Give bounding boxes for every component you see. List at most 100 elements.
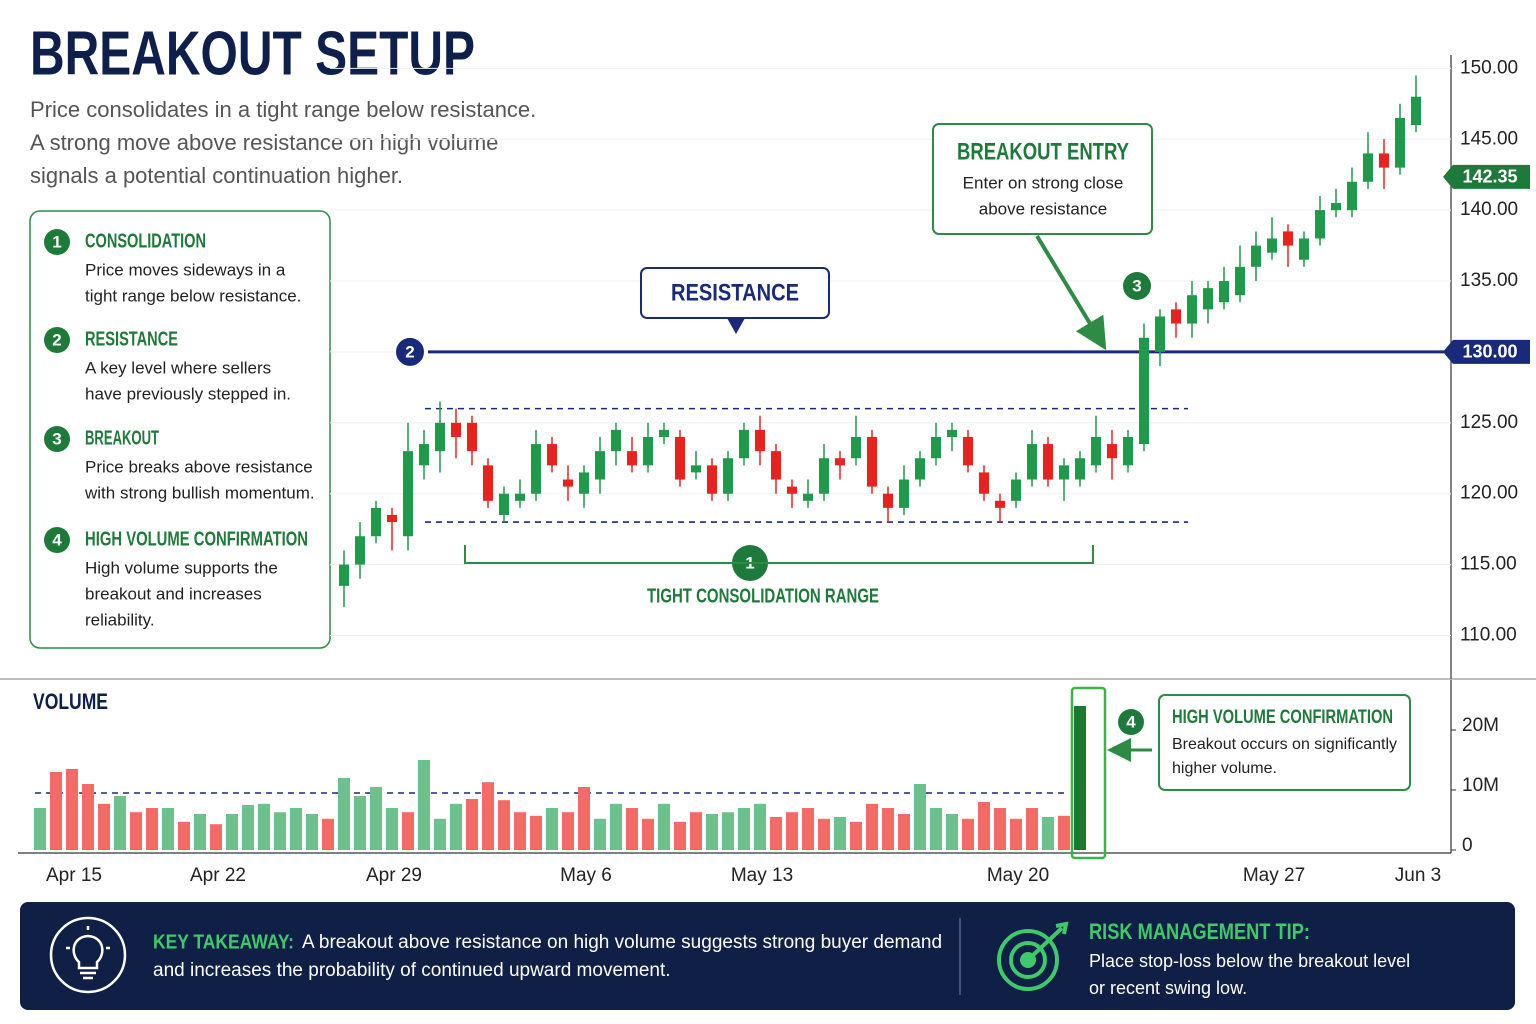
candle-body: [803, 493, 813, 501]
volume-bar: [306, 814, 318, 850]
candle-body: [1059, 465, 1069, 480]
candle-body: [1379, 153, 1389, 168]
volume-bar: [578, 787, 590, 850]
subtitle: signals a potential continuation higher.: [30, 163, 403, 188]
tip-text: or recent swing low.: [1089, 978, 1247, 998]
volume-bar: [258, 803, 270, 850]
candle-body: [899, 479, 909, 508]
candle-body: [931, 436, 941, 459]
volume-bar: [322, 818, 334, 850]
step-text: High volume supports the: [85, 558, 278, 577]
step-text: tight range below resistance.: [85, 286, 301, 305]
candle-body: [387, 514, 397, 523]
step-badge: [44, 327, 70, 353]
candle-body: [355, 536, 365, 565]
volume-bar: [770, 817, 782, 850]
step-badge: [44, 426, 70, 452]
candle-body: [675, 436, 685, 480]
candle-body: [1187, 295, 1197, 324]
volume-bar: [562, 812, 574, 850]
bulb-icon: [49, 916, 127, 994]
x-tick-label: Jun 3: [1395, 865, 1441, 886]
volume-bar: [466, 799, 478, 850]
candle-body: [483, 465, 493, 501]
candle-body: [755, 429, 765, 452]
candle-body: [1027, 444, 1037, 480]
candle-body: [819, 458, 829, 494]
step-text: A key level where sellers: [85, 358, 271, 377]
volume-bar: [946, 814, 958, 850]
volume-highlight: [1070, 686, 1107, 860]
breakout-text: Enter on strong close: [963, 173, 1124, 192]
candle-body: [419, 444, 429, 466]
volume-bar: [610, 803, 622, 850]
x-tick-label: Apr 29: [366, 865, 422, 886]
volume-bar: [66, 769, 78, 850]
step-badge-number: 3: [1132, 276, 1141, 295]
volume-bar: [162, 808, 174, 850]
volume-bar: [50, 772, 62, 850]
candle-body: [643, 436, 653, 466]
volume-bar: [690, 812, 702, 850]
title: BREAKOUT SETUP: [30, 19, 475, 88]
volume-bar: [370, 787, 382, 850]
x-tick-label: May 27: [1243, 865, 1305, 886]
volume-callout: [1158, 694, 1411, 791]
breakout-text: above resistance: [979, 199, 1108, 218]
candle-body: [963, 436, 973, 466]
candle-body: [1155, 316, 1165, 352]
step-text: have previously stepped in.: [85, 384, 291, 403]
volume-bar: [1058, 815, 1070, 850]
candle-body: [1395, 117, 1405, 168]
tip-text: Place stop-loss below the breakout level: [1089, 951, 1410, 971]
candle-body: [595, 451, 605, 480]
step-text: with strong bullish momentum.: [84, 483, 315, 502]
volume-bar: [674, 821, 686, 850]
step-text: Price moves sideways in a: [85, 260, 286, 279]
volume-bar: [818, 818, 830, 850]
candle-body: [435, 422, 445, 452]
candle-body: [499, 493, 509, 515]
volume-bar: [146, 808, 158, 850]
volume-tick-label: 20M: [1462, 715, 1499, 736]
x-tick-label: May 13: [731, 865, 793, 886]
breakout-title: BREAKOUT ENTRY: [957, 138, 1129, 165]
volume-tick-label: 10M: [1462, 775, 1499, 796]
step-badge: [44, 527, 70, 553]
step-title: BREAKOUT: [85, 427, 159, 449]
step-title: HIGH VOLUME CONFIRMATION: [85, 528, 308, 550]
range-label: TIGHT CONSOLIDATION RANGE: [647, 585, 879, 607]
step-badge: [1118, 709, 1144, 735]
breakout-arrow: [1035, 234, 1107, 351]
candle-body: [1075, 458, 1085, 480]
volume-bar: [978, 802, 990, 850]
legend-box: [29, 210, 331, 649]
candle-body: [1091, 436, 1101, 466]
step-badge: [396, 337, 424, 366]
step-badge-number: 2: [52, 330, 61, 349]
candle-body: [563, 479, 573, 487]
step-badge-number: 1: [52, 232, 61, 251]
candle-body: [1219, 281, 1229, 303]
candle-body: [851, 436, 861, 459]
volume-bar: [962, 818, 974, 850]
volume-bar: [930, 808, 942, 850]
y-tick-label: 135.00: [1460, 270, 1518, 291]
x-tick-label: Apr 15: [46, 865, 102, 886]
candle-body: [1363, 153, 1373, 182]
tip-title: RISK MANAGEMENT TIP:: [1089, 919, 1310, 944]
current-price-tag: [1443, 164, 1530, 189]
volume-bar: [450, 803, 462, 850]
volume-bar: [994, 808, 1006, 850]
step-badge-number: 4: [52, 530, 62, 549]
subtitle: Price consolidates in a tight range belo…: [30, 97, 536, 122]
volume-callout-title: HIGH VOLUME CONFIRMATION: [1172, 707, 1393, 728]
volume-bar: [34, 808, 46, 850]
subtitle: A strong move above resistance on high v…: [30, 130, 498, 155]
volume-bar: [482, 782, 494, 850]
x-tick-label: May 6: [560, 865, 612, 886]
candle-body: [1043, 444, 1053, 480]
step-badge-number: 3: [52, 429, 61, 448]
volume-bar: [82, 784, 94, 850]
